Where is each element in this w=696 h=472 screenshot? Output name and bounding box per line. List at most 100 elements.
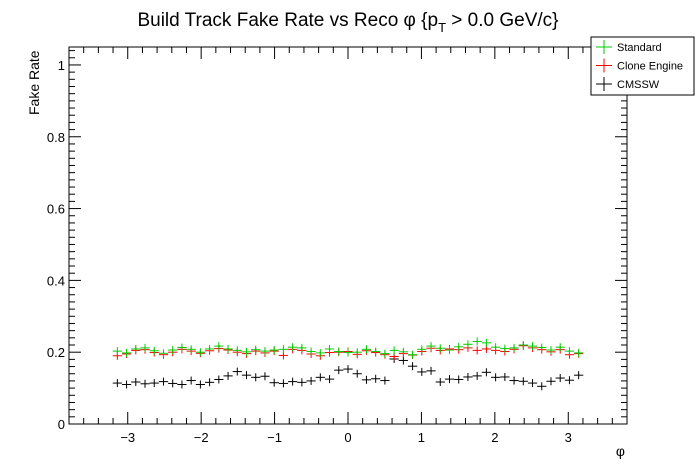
data-point [204, 344, 215, 353]
data-point [177, 343, 187, 352]
data-point [251, 345, 261, 354]
data-point [463, 372, 473, 381]
data-point [472, 337, 482, 346]
data-point [500, 344, 510, 353]
data-point [232, 346, 242, 355]
data-point [555, 374, 565, 383]
x-tick-label: −1 [267, 430, 282, 445]
x-tick-label: −2 [194, 430, 209, 445]
data-point [371, 374, 381, 383]
data-point [168, 346, 178, 355]
data-point [324, 344, 335, 353]
axes: 0 0.2 0.4 0.6 0.8 1 −3 −2 −1 0 1 2 3 [47, 47, 627, 445]
data-point [537, 343, 547, 352]
data-point [500, 372, 510, 381]
data-point [334, 347, 344, 356]
data-point [371, 347, 381, 356]
data-point [297, 378, 307, 387]
data-point [278, 379, 289, 388]
data-point [574, 371, 584, 380]
data-point [407, 362, 418, 371]
data-point [149, 346, 159, 355]
data-point [288, 343, 298, 352]
y-tick-label: 0.2 [47, 345, 65, 360]
data-point [380, 376, 390, 385]
data-point [121, 380, 132, 389]
data-point [398, 356, 408, 365]
legend-label: Clone Engine [617, 61, 683, 73]
data-point [241, 347, 252, 356]
data-point [491, 373, 501, 382]
data-point [380, 349, 390, 358]
data-point [527, 379, 538, 388]
y-tick-label: 0.8 [47, 130, 65, 145]
data-point [241, 371, 252, 380]
data-point [260, 347, 270, 356]
data-point [481, 338, 492, 347]
data-point [186, 376, 196, 385]
y-tick-label: 0.4 [47, 273, 65, 288]
data-point [472, 346, 482, 355]
y-tick-label: 1 [58, 58, 65, 73]
data-point [444, 375, 455, 384]
data-point [214, 342, 224, 351]
data-point [343, 365, 353, 374]
data-point [463, 340, 473, 349]
data-point [315, 373, 325, 382]
data-point [435, 344, 445, 353]
data-point [361, 345, 372, 354]
data-point [527, 342, 538, 351]
x-tick-label: 3 [565, 430, 572, 445]
data-point [426, 366, 436, 375]
data-point [564, 376, 575, 385]
data-point [260, 372, 270, 381]
data-point [186, 345, 196, 354]
data-point [140, 379, 150, 388]
data-point [361, 375, 372, 384]
data-point [454, 342, 464, 351]
data-point [306, 376, 316, 385]
data-point [168, 379, 178, 388]
data-point [131, 377, 141, 386]
chart-title-main: Build Track Fake Rate vs Reco φ {p [137, 10, 438, 31]
data-point [509, 343, 519, 352]
data-point [417, 345, 427, 354]
data-point [121, 348, 132, 357]
data-point [158, 349, 169, 358]
legend: Standard Clone Engine CMSSW [590, 36, 695, 96]
chart-title-tail: > 0.0 GeV/c} [446, 10, 559, 31]
data-point [472, 371, 482, 380]
data-point [140, 343, 150, 352]
y-tick-label: 0 [58, 417, 65, 432]
data-point [195, 380, 205, 389]
y-tick-label: 0.6 [47, 202, 65, 217]
data-point [537, 382, 547, 391]
legend-entry: Clone Engine [596, 58, 683, 73]
data-point [509, 376, 519, 385]
data-point [574, 348, 584, 357]
data-point [149, 379, 159, 388]
x-tick-label: 2 [491, 430, 498, 445]
data-point [352, 369, 362, 378]
series-cmssw [112, 355, 584, 391]
series-standard [112, 337, 584, 359]
x-tick-label: 0 [344, 430, 351, 445]
data-point [546, 377, 556, 386]
data-point [546, 346, 556, 355]
data-point [454, 375, 464, 384]
x-tick-label: −3 [120, 430, 135, 445]
legend-entry: CMSSW [596, 77, 660, 91]
data-point [407, 350, 418, 359]
data-point [555, 343, 565, 352]
chart-title-subscript: T [438, 20, 446, 35]
data-point [223, 371, 233, 380]
data-point [269, 378, 279, 387]
data-point [398, 347, 408, 356]
data-point [195, 348, 205, 357]
data-point [334, 366, 344, 375]
x-tick-label: 1 [418, 430, 425, 445]
data-point [343, 348, 353, 357]
data-point [251, 373, 261, 382]
data-point [324, 375, 335, 384]
legend-label: CMSSW [617, 79, 660, 91]
